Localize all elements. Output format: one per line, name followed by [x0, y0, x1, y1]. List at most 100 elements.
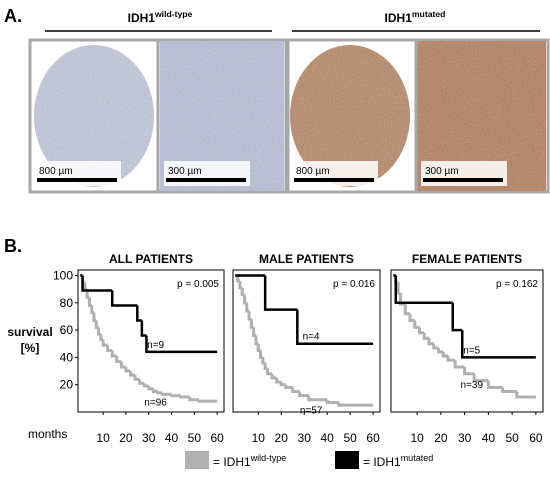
- n-label: n=9: [147, 340, 164, 351]
- x-tick-label: 40: [165, 431, 179, 445]
- survival-step: [279, 381, 286, 387]
- survival-step: [446, 356, 456, 362]
- legend-label: = IDH1mutated: [363, 453, 433, 469]
- chart-title: ALL PATIENTS: [109, 252, 193, 266]
- survival-step: [188, 396, 199, 402]
- scale-bar: [37, 178, 117, 182]
- survival-step: [240, 287, 245, 297]
- survival-step: [145, 335, 218, 354]
- x-tick-label: 50: [188, 431, 202, 445]
- survival-step: [247, 310, 252, 321]
- y-tick-label: 60: [60, 323, 74, 337]
- survival-step: [256, 343, 261, 353]
- gene-label: IDH1mutated: [385, 9, 446, 25]
- x-tick-label: 30: [142, 431, 156, 445]
- legend-superscript: wild-type: [250, 453, 287, 463]
- x-tick-label: 20: [434, 431, 448, 445]
- survival-step: [441, 351, 448, 358]
- survival-step: [451, 302, 463, 332]
- survival-step: [83, 282, 88, 291]
- survival-step: [94, 320, 99, 329]
- survival-step: [81, 275, 113, 292]
- gene: IDH1: [128, 11, 156, 25]
- survival-step: [413, 320, 420, 329]
- survival-step: [90, 305, 94, 314]
- survival-step: [291, 387, 300, 394]
- survival-step: [461, 330, 536, 359]
- x-axis-label: months: [28, 427, 67, 441]
- legend-prefix: = IDH1: [363, 455, 401, 469]
- plot-frame: [77, 269, 225, 413]
- survival-step: [97, 327, 101, 336]
- survival-step: [325, 399, 339, 404]
- x-tick-label: 50: [343, 431, 357, 445]
- x-tick-label: 60: [529, 431, 543, 445]
- chart-title: MALE PATIENTS: [259, 252, 354, 266]
- n-label: n=39: [460, 380, 483, 391]
- legend-prefix: = IDH1: [213, 455, 251, 469]
- survival-step: [160, 392, 172, 396]
- status-superscript: mutated: [412, 9, 446, 19]
- n-label: n=4: [303, 332, 320, 343]
- x-tick-label: 10: [410, 431, 424, 445]
- survival-step: [501, 387, 517, 394]
- survival-step: [296, 309, 374, 345]
- chart-title: FEMALE PATIENTS: [412, 252, 522, 266]
- plot-frame: [390, 269, 544, 413]
- survival-step: [156, 391, 163, 395]
- survival-step: [110, 350, 117, 358]
- survival-step: [307, 395, 328, 402]
- p-value: p = 0.162: [496, 279, 538, 290]
- survival-step: [394, 275, 453, 305]
- survival-step: [110, 290, 138, 307]
- survival-step: [236, 275, 240, 283]
- survival-step: [270, 373, 277, 380]
- survival-step: [170, 394, 181, 398]
- survival-step: [259, 350, 263, 359]
- survival-step: [408, 313, 415, 323]
- survival-step: [92, 312, 97, 323]
- survival-step: [242, 294, 247, 305]
- survival-step: [399, 293, 406, 306]
- survival-step: [403, 304, 410, 316]
- survival-step: [463, 366, 475, 376]
- status-superscript: wild-type: [154, 9, 193, 19]
- survival-step: [238, 280, 243, 290]
- survival-step: [136, 305, 142, 322]
- scale-bar-label: 800 µm: [39, 166, 73, 177]
- x-tick-label: 30: [298, 431, 312, 445]
- survival-step: [101, 339, 108, 347]
- p-value: p = 0.016: [333, 279, 375, 290]
- x-tick-label: 50: [505, 431, 519, 445]
- survival-step: [133, 375, 140, 381]
- survival-step: [115, 356, 122, 363]
- x-tick-label: 40: [320, 431, 334, 445]
- legend-swatch: [335, 451, 359, 469]
- survival-step: [422, 332, 429, 340]
- n-label: n=57: [300, 406, 323, 417]
- survival-step: [87, 297, 92, 307]
- legend-label: = IDH1wild-type: [213, 453, 286, 469]
- survival-step: [124, 366, 131, 373]
- survival-step: [298, 391, 309, 398]
- survival-step: [453, 360, 465, 369]
- x-tick-label: 30: [458, 431, 472, 445]
- scale-bar: [166, 178, 246, 182]
- plot-frame: [232, 269, 381, 413]
- scale-bar-label: 300 µm: [425, 166, 459, 177]
- panel-label: B.: [4, 236, 22, 256]
- y-axis-label: [%]: [21, 341, 40, 355]
- x-tick-label: 60: [366, 431, 380, 445]
- survival-step: [254, 335, 259, 346]
- survival-step: [337, 402, 374, 407]
- x-tick-label: 60: [210, 431, 224, 445]
- y-axis-label: survival: [7, 325, 52, 339]
- survival-step: [128, 371, 136, 377]
- survival-step: [265, 368, 273, 376]
- x-tick-label: 10: [252, 431, 266, 445]
- survival-step: [142, 383, 149, 388]
- survival-step: [472, 373, 489, 383]
- survival-step: [275, 377, 282, 384]
- y-tick-label: 100: [53, 268, 73, 282]
